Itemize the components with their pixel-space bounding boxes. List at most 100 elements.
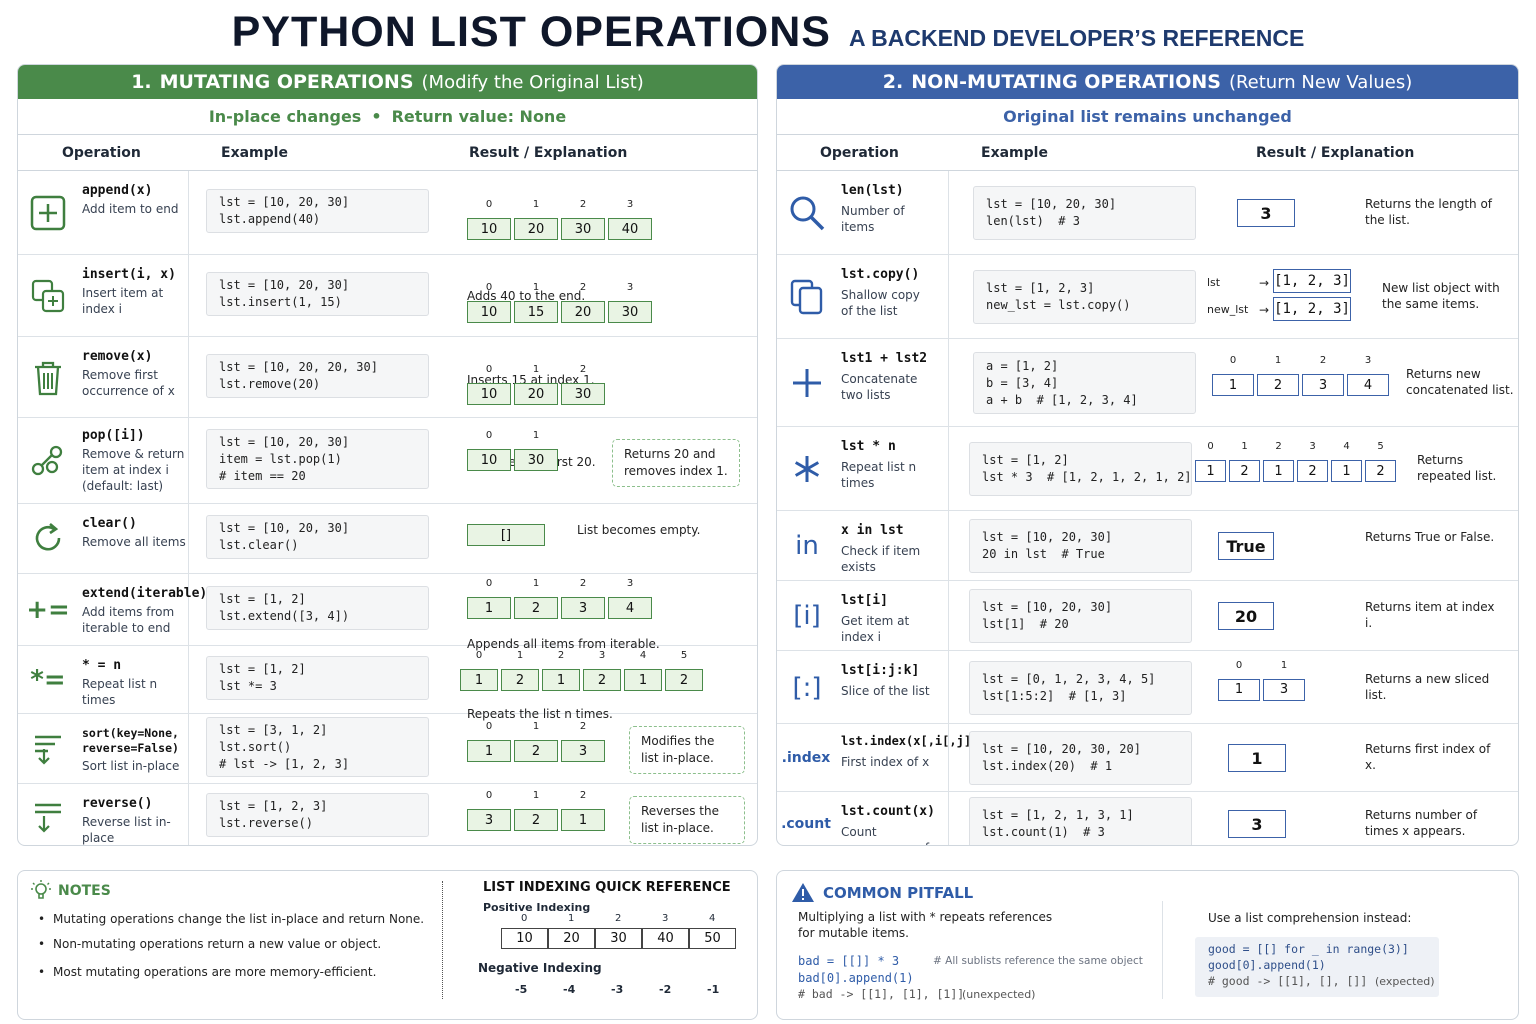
index-label: 0 — [485, 578, 493, 589]
list-cell: 10 0 — [467, 282, 511, 323]
result-note: Appends all items from iterable. — [467, 637, 660, 651]
quickref-cell: 50 — [689, 928, 736, 949]
index-bracket-icon: [i] — [787, 596, 827, 636]
table-row — [18, 574, 757, 646]
op-description: Reverse list in-place — [82, 815, 171, 845]
negative-index-row: -5 -4 -3 -2 -1 — [501, 983, 741, 997]
list-cell: 20 1 — [514, 364, 558, 405]
code-example: lst = [10, 20, 30] lst.insert(1, 15) — [206, 272, 429, 316]
good-label: Use a list comprehension instead: — [1208, 911, 1412, 925]
op-description: Remove first occurrence of x — [82, 368, 175, 398]
mutating-column-headers: Operation Example Result / Explanation — [18, 135, 757, 171]
index-label: 2 — [557, 650, 565, 661]
positive-index: 1 — [568, 913, 575, 924]
code-example: lst = [1, 2] lst *= 3 — [206, 656, 429, 700]
times-equals-icon: *= — [30, 665, 66, 695]
index-method-icon: .index — [781, 738, 831, 778]
index-label: 2 — [579, 282, 587, 293]
pitfall-title: COMMON PITFALL — [823, 883, 974, 902]
good-tag: (expected) — [1375, 975, 1435, 988]
note-item: Most mutating operations are more memory… — [38, 965, 376, 979]
nonmutating-subheader: Original list remains unchanged — [777, 99, 1518, 135]
index-label: 1 — [532, 721, 540, 732]
result-cells: 10 0 20 1 30 2 40 3 — [467, 199, 655, 240]
mutating-header: 1. MUTATING OPERATIONS (Modify the Origi… — [18, 65, 757, 99]
negative-indexing-label: Negative Indexing — [478, 961, 602, 975]
index-label: 3 — [1309, 441, 1316, 452]
mutating-panel: 1. MUTATING OPERATIONS (Modify the Origi… — [17, 64, 758, 846]
index-label: 1 — [1274, 355, 1282, 366]
list-cell: 30 2 — [561, 364, 605, 405]
table-row — [18, 714, 757, 784]
trash-icon — [28, 358, 68, 398]
list-cell: [] — [467, 524, 545, 546]
list-cell: 40 3 — [608, 199, 652, 240]
op-name: lst1 + lst2 — [841, 351, 928, 366]
op-description: Get item at index i — [841, 614, 910, 644]
positive-index: 0 — [521, 913, 528, 924]
index-label: 0 — [485, 430, 493, 441]
result-note: Returns item at index i. — [1365, 600, 1495, 630]
code-example: lst = [10, 20, 20, 30] lst.remove(20) — [206, 353, 429, 398]
notes-title: NOTES — [58, 883, 111, 899]
list-cell: 15 1 — [514, 282, 558, 323]
list-cell: 30 1 — [514, 430, 558, 471]
index-label: 0 — [485, 199, 493, 210]
op-name: lst.copy() — [841, 267, 920, 282]
table-row — [777, 255, 1518, 339]
index-label: 2 — [1319, 355, 1327, 366]
quickref-cell: 10 — [501, 928, 548, 949]
sort-icon — [28, 729, 68, 769]
result-note: Returns new concatenated list. — [1406, 367, 1514, 397]
copy-result: [1, 2, 3] — [1273, 297, 1351, 321]
result-note: Returns repeated list. — [1417, 453, 1497, 483]
table-row — [777, 581, 1518, 651]
result-callout: Returns 20 and removes index 1. — [612, 439, 740, 487]
code-example: lst = [10, 20, 30] 20 in lst # True — [969, 519, 1192, 573]
index-label: 3 — [598, 650, 606, 661]
index-label: 2 — [579, 790, 587, 801]
index-label: 2 — [579, 578, 587, 589]
code-example: lst = [10, 20, 30] lst.append(40) — [206, 189, 429, 233]
quickref-title: LIST INDEXING QUICK REFERENCE — [483, 880, 731, 895]
search-icon — [787, 193, 827, 233]
index-label: 0 — [485, 721, 493, 732]
table-row — [777, 339, 1518, 427]
op-name: sort(key=None, reverse=False) — [82, 726, 179, 755]
index-label: 1 — [1241, 441, 1248, 452]
list-cell: 30 2 — [561, 199, 605, 240]
list-cell: 20 2 — [561, 282, 605, 323]
result-callout: Modifies the list in-place. — [629, 726, 745, 774]
result-value: 3 — [1228, 810, 1286, 838]
code-example: lst = [1, 2, 3] lst.reverse() — [206, 792, 429, 837]
result-value: 20 — [1218, 602, 1274, 630]
negative-index: -4 — [563, 983, 576, 996]
op-name: clear() — [82, 516, 137, 531]
code-example: lst = [1, 2] lst.extend([3, 4]) — [206, 586, 429, 630]
code-example: lst = [10, 20, 30] len(lst) # 3 — [973, 186, 1196, 240]
code-example: lst = [3, 1, 2] lst.sort() # lst -> [1, … — [206, 717, 429, 777]
good-line-3: # good -> [[1], [], []] — [1208, 974, 1368, 988]
result-note: List becomes empty. — [577, 523, 701, 537]
op-description: Slice of the list — [841, 684, 930, 698]
quickref-cell: 30 — [595, 928, 642, 949]
result-note: Repeats the list n times. — [467, 707, 613, 721]
result-note: Returns a new sliced list. — [1365, 671, 1490, 702]
result-value: 3 — [1237, 199, 1295, 227]
count-method-icon-text: .count — [781, 816, 831, 832]
mutating-rows: append(x) Add item to end lst = [10, 20, 3… — [18, 171, 757, 845]
index-label: 3 — [626, 199, 634, 210]
list-cell: 30 3 — [608, 282, 652, 323]
op-name: remove(x) — [82, 349, 153, 364]
slice-icon-text: [:] — [792, 672, 822, 703]
index-label: 2 — [579, 199, 587, 210]
